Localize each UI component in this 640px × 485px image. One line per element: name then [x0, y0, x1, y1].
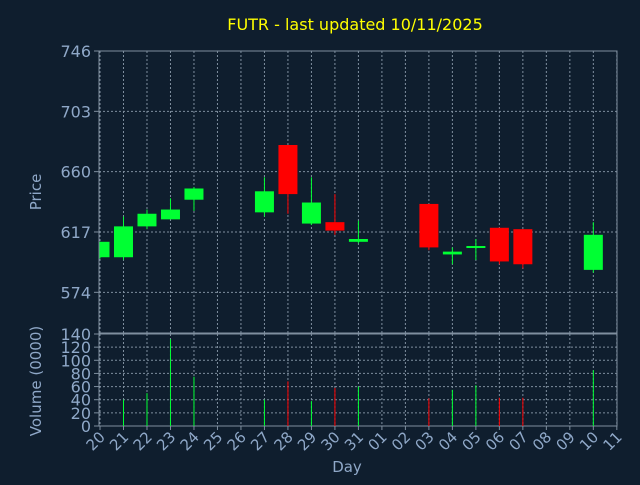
candle: [513, 229, 533, 269]
candle-body: [442, 251, 462, 255]
day-tick-label: 08: [529, 428, 555, 454]
candle: [466, 239, 486, 261]
day-tick-label: 24: [177, 428, 203, 454]
candle-body: [160, 209, 180, 220]
candle-body: [100, 241, 110, 258]
candle: [254, 177, 274, 217]
price-grid: [99, 50, 618, 333]
day-axis: 2021222324252627282930310102030405060708…: [83, 426, 626, 454]
candle-body: [137, 213, 157, 227]
candlestick-series: [99, 145, 603, 273]
candle: [348, 220, 368, 244]
price-plot-frame: [98, 50, 618, 334]
candle-body: [583, 234, 603, 270]
candle: [583, 222, 603, 273]
candle: [301, 177, 321, 225]
day-axis-label: Day: [332, 458, 362, 476]
volume-series: [122, 339, 594, 426]
chart-title: FUTR - last updated 10/11/2025: [227, 15, 483, 34]
day-tick-label: 28: [271, 428, 297, 454]
candle: [184, 187, 204, 211]
candle-body: [325, 222, 345, 231]
price-tick-label: 617: [60, 223, 91, 242]
day-tick-label: 02: [388, 428, 414, 454]
day-tick-label: 31: [341, 428, 367, 454]
candle: [419, 203, 439, 251]
candle: [442, 247, 462, 265]
candle-body: [301, 202, 321, 224]
candle: [113, 216, 133, 261]
volume-tick-label: 140: [60, 325, 91, 344]
day-tick-label: 21: [106, 428, 132, 454]
volume-tick-label: 100: [60, 351, 91, 370]
volume-tick-label: 80: [71, 364, 91, 383]
candle: [278, 145, 298, 214]
day-tick-label: 04: [435, 428, 461, 454]
candle-body: [348, 239, 368, 242]
candle: [137, 209, 157, 230]
candle-body: [513, 229, 533, 265]
day-tick-label: 05: [458, 428, 484, 454]
candle-body: [278, 145, 298, 195]
day-tick-label: 25: [200, 428, 226, 454]
volume-tick-label: 120: [60, 338, 91, 357]
price-tick-label: 660: [60, 163, 91, 182]
candle-body: [254, 191, 274, 213]
price-tick-label: 746: [60, 42, 91, 61]
day-tick-label: 27: [247, 428, 273, 454]
price-axis: 574 617 660 703 746: [60, 42, 99, 302]
price-tick-label: 703: [60, 102, 91, 121]
day-tick-label: 06: [482, 428, 508, 454]
candle-body: [184, 188, 204, 200]
day-tick-label: 10: [576, 428, 602, 454]
candle-body: [419, 203, 439, 248]
candle: [99, 241, 110, 259]
day-tick-label: 09: [552, 428, 578, 454]
candle-body: [489, 227, 509, 262]
candle-body: [113, 226, 133, 258]
price-axis-label: Price: [27, 174, 45, 211]
volume-tick-label: 20: [71, 404, 91, 423]
volume-tick-label: 0: [81, 417, 91, 436]
day-tick-label: 01: [365, 428, 391, 454]
price-tick-label: 574: [60, 283, 91, 302]
day-tick-label: 22: [130, 428, 156, 454]
volume-tick-label: 60: [71, 378, 91, 397]
candle-body: [466, 246, 486, 249]
day-tick-label: 03: [411, 428, 437, 454]
day-tick-label: 26: [224, 428, 250, 454]
day-tick-label: 07: [505, 428, 531, 454]
candle: [160, 198, 180, 220]
day-tick-label: 29: [294, 428, 320, 454]
day-tick-label: 11: [599, 428, 625, 454]
day-tick-label: 30: [318, 428, 344, 454]
candle: [489, 227, 509, 265]
day-tick-label: 23: [153, 428, 179, 454]
volume-axis-label: Volume (0000): [27, 326, 45, 436]
volume-tick-label: 40: [71, 391, 91, 410]
candle: [325, 194, 345, 235]
